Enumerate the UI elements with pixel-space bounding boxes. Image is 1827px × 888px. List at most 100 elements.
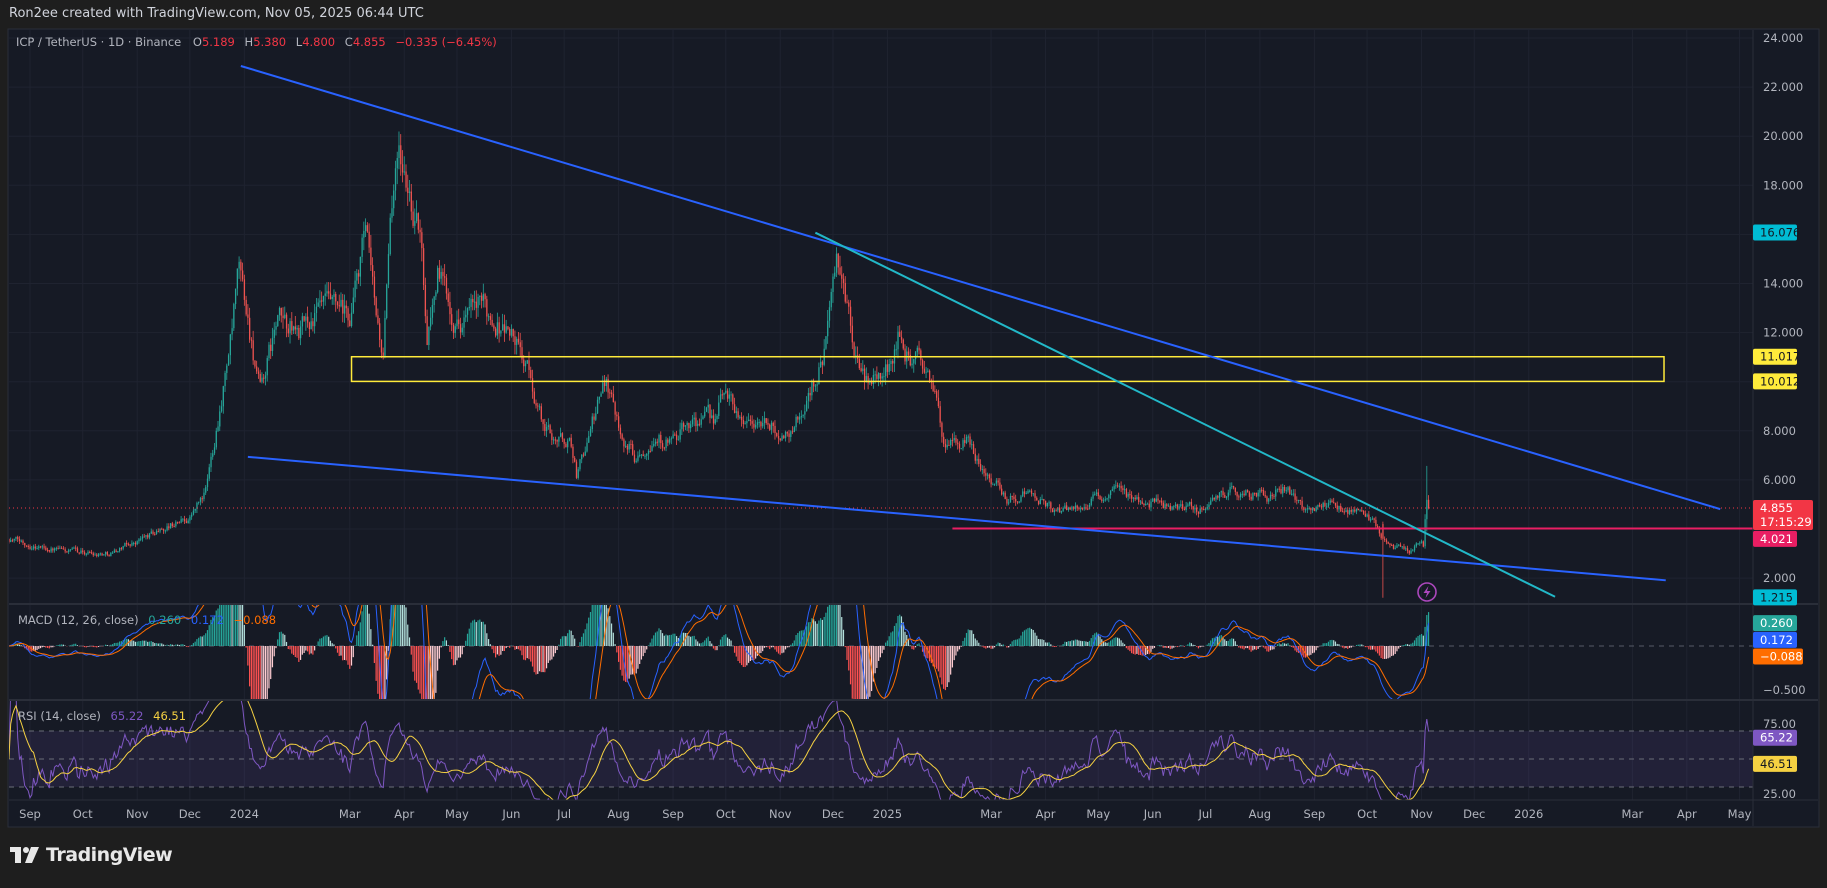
candle[interactable] xyxy=(523,355,525,374)
candle[interactable] xyxy=(725,383,727,395)
candle[interactable] xyxy=(1366,513,1368,518)
candle[interactable] xyxy=(1410,548,1412,555)
candle[interactable] xyxy=(415,200,418,224)
candle[interactable] xyxy=(554,436,557,445)
candle[interactable] xyxy=(1317,504,1319,510)
candle[interactable] xyxy=(593,413,595,425)
candle[interactable] xyxy=(688,422,690,433)
candle[interactable] xyxy=(902,338,904,351)
candle[interactable] xyxy=(155,529,158,535)
candle[interactable] xyxy=(241,262,244,282)
candle[interactable] xyxy=(851,316,853,350)
candle[interactable] xyxy=(1020,494,1022,503)
candle[interactable] xyxy=(916,345,918,358)
candle[interactable] xyxy=(1319,502,1321,508)
candle[interactable] xyxy=(603,375,606,392)
candle[interactable] xyxy=(660,431,662,449)
candle[interactable] xyxy=(675,430,678,445)
candle[interactable] xyxy=(13,538,15,543)
candle[interactable] xyxy=(1064,502,1066,510)
candle[interactable] xyxy=(447,288,449,307)
candle[interactable] xyxy=(865,367,868,383)
candle[interactable] xyxy=(150,528,152,535)
candle[interactable] xyxy=(169,523,172,529)
candle[interactable] xyxy=(625,440,627,448)
candle[interactable] xyxy=(1227,489,1229,501)
candle[interactable] xyxy=(1304,508,1307,513)
candle[interactable] xyxy=(974,448,976,464)
candle[interactable] xyxy=(22,539,24,545)
candle[interactable] xyxy=(391,195,393,223)
candle[interactable] xyxy=(1160,497,1163,506)
candle[interactable] xyxy=(454,323,456,338)
candle[interactable] xyxy=(842,273,845,295)
candle[interactable] xyxy=(992,482,994,486)
candle[interactable] xyxy=(1078,506,1080,511)
candle[interactable] xyxy=(598,396,600,404)
candle[interactable] xyxy=(1159,500,1161,504)
candle[interactable] xyxy=(208,463,210,482)
candle[interactable] xyxy=(1180,500,1182,508)
candle[interactable] xyxy=(712,409,715,430)
candle[interactable] xyxy=(946,438,948,450)
candle[interactable] xyxy=(502,313,504,331)
candle[interactable] xyxy=(1278,486,1280,493)
candle[interactable] xyxy=(498,316,500,343)
candle[interactable] xyxy=(1238,494,1240,501)
candle[interactable] xyxy=(927,368,929,373)
candle[interactable] xyxy=(57,545,59,550)
candle[interactable] xyxy=(756,417,759,429)
candle[interactable] xyxy=(1362,510,1365,515)
candle[interactable] xyxy=(1340,503,1342,513)
candle[interactable] xyxy=(138,538,140,544)
candle[interactable] xyxy=(670,436,673,445)
candle[interactable] xyxy=(486,295,488,325)
candle[interactable] xyxy=(1155,494,1157,503)
candle[interactable] xyxy=(971,439,973,450)
candle[interactable] xyxy=(986,472,989,480)
candle[interactable] xyxy=(800,410,803,424)
candle[interactable] xyxy=(677,435,680,441)
candle[interactable] xyxy=(1403,543,1405,550)
candle[interactable] xyxy=(349,313,351,327)
candle[interactable] xyxy=(310,312,312,330)
candle[interactable] xyxy=(1247,489,1249,493)
candle[interactable] xyxy=(1399,542,1402,547)
candle[interactable] xyxy=(967,434,969,443)
candle[interactable] xyxy=(1413,544,1416,553)
candle[interactable] xyxy=(632,440,634,456)
candle[interactable] xyxy=(958,441,961,453)
candle[interactable] xyxy=(507,326,509,331)
candle[interactable] xyxy=(1196,504,1198,516)
candle[interactable] xyxy=(714,413,716,425)
candle[interactable] xyxy=(1143,502,1145,508)
candle[interactable] xyxy=(1187,502,1189,507)
candle[interactable] xyxy=(59,545,61,549)
candle[interactable] xyxy=(314,304,316,334)
candle[interactable] xyxy=(94,552,96,556)
candle[interactable] xyxy=(1269,491,1272,502)
candle[interactable] xyxy=(426,309,428,346)
candle[interactable] xyxy=(1315,505,1317,513)
candle[interactable] xyxy=(748,413,750,422)
candle[interactable] xyxy=(1134,495,1136,502)
candle[interactable] xyxy=(384,310,386,359)
candle[interactable] xyxy=(872,368,875,389)
candle[interactable] xyxy=(115,548,117,553)
candle[interactable] xyxy=(401,150,404,183)
candle[interactable] xyxy=(600,391,602,397)
candle[interactable] xyxy=(679,422,681,443)
candle[interactable] xyxy=(964,434,966,447)
candle[interactable] xyxy=(581,454,583,464)
candle[interactable] xyxy=(936,389,938,401)
candle[interactable] xyxy=(1426,465,1428,532)
candle[interactable] xyxy=(855,346,857,365)
candle[interactable] xyxy=(772,421,774,433)
candle[interactable] xyxy=(586,437,588,453)
candle[interactable] xyxy=(393,184,395,216)
candle[interactable] xyxy=(364,218,367,238)
candle[interactable] xyxy=(147,533,149,540)
candle[interactable] xyxy=(1231,482,1233,490)
candle[interactable] xyxy=(17,535,19,543)
